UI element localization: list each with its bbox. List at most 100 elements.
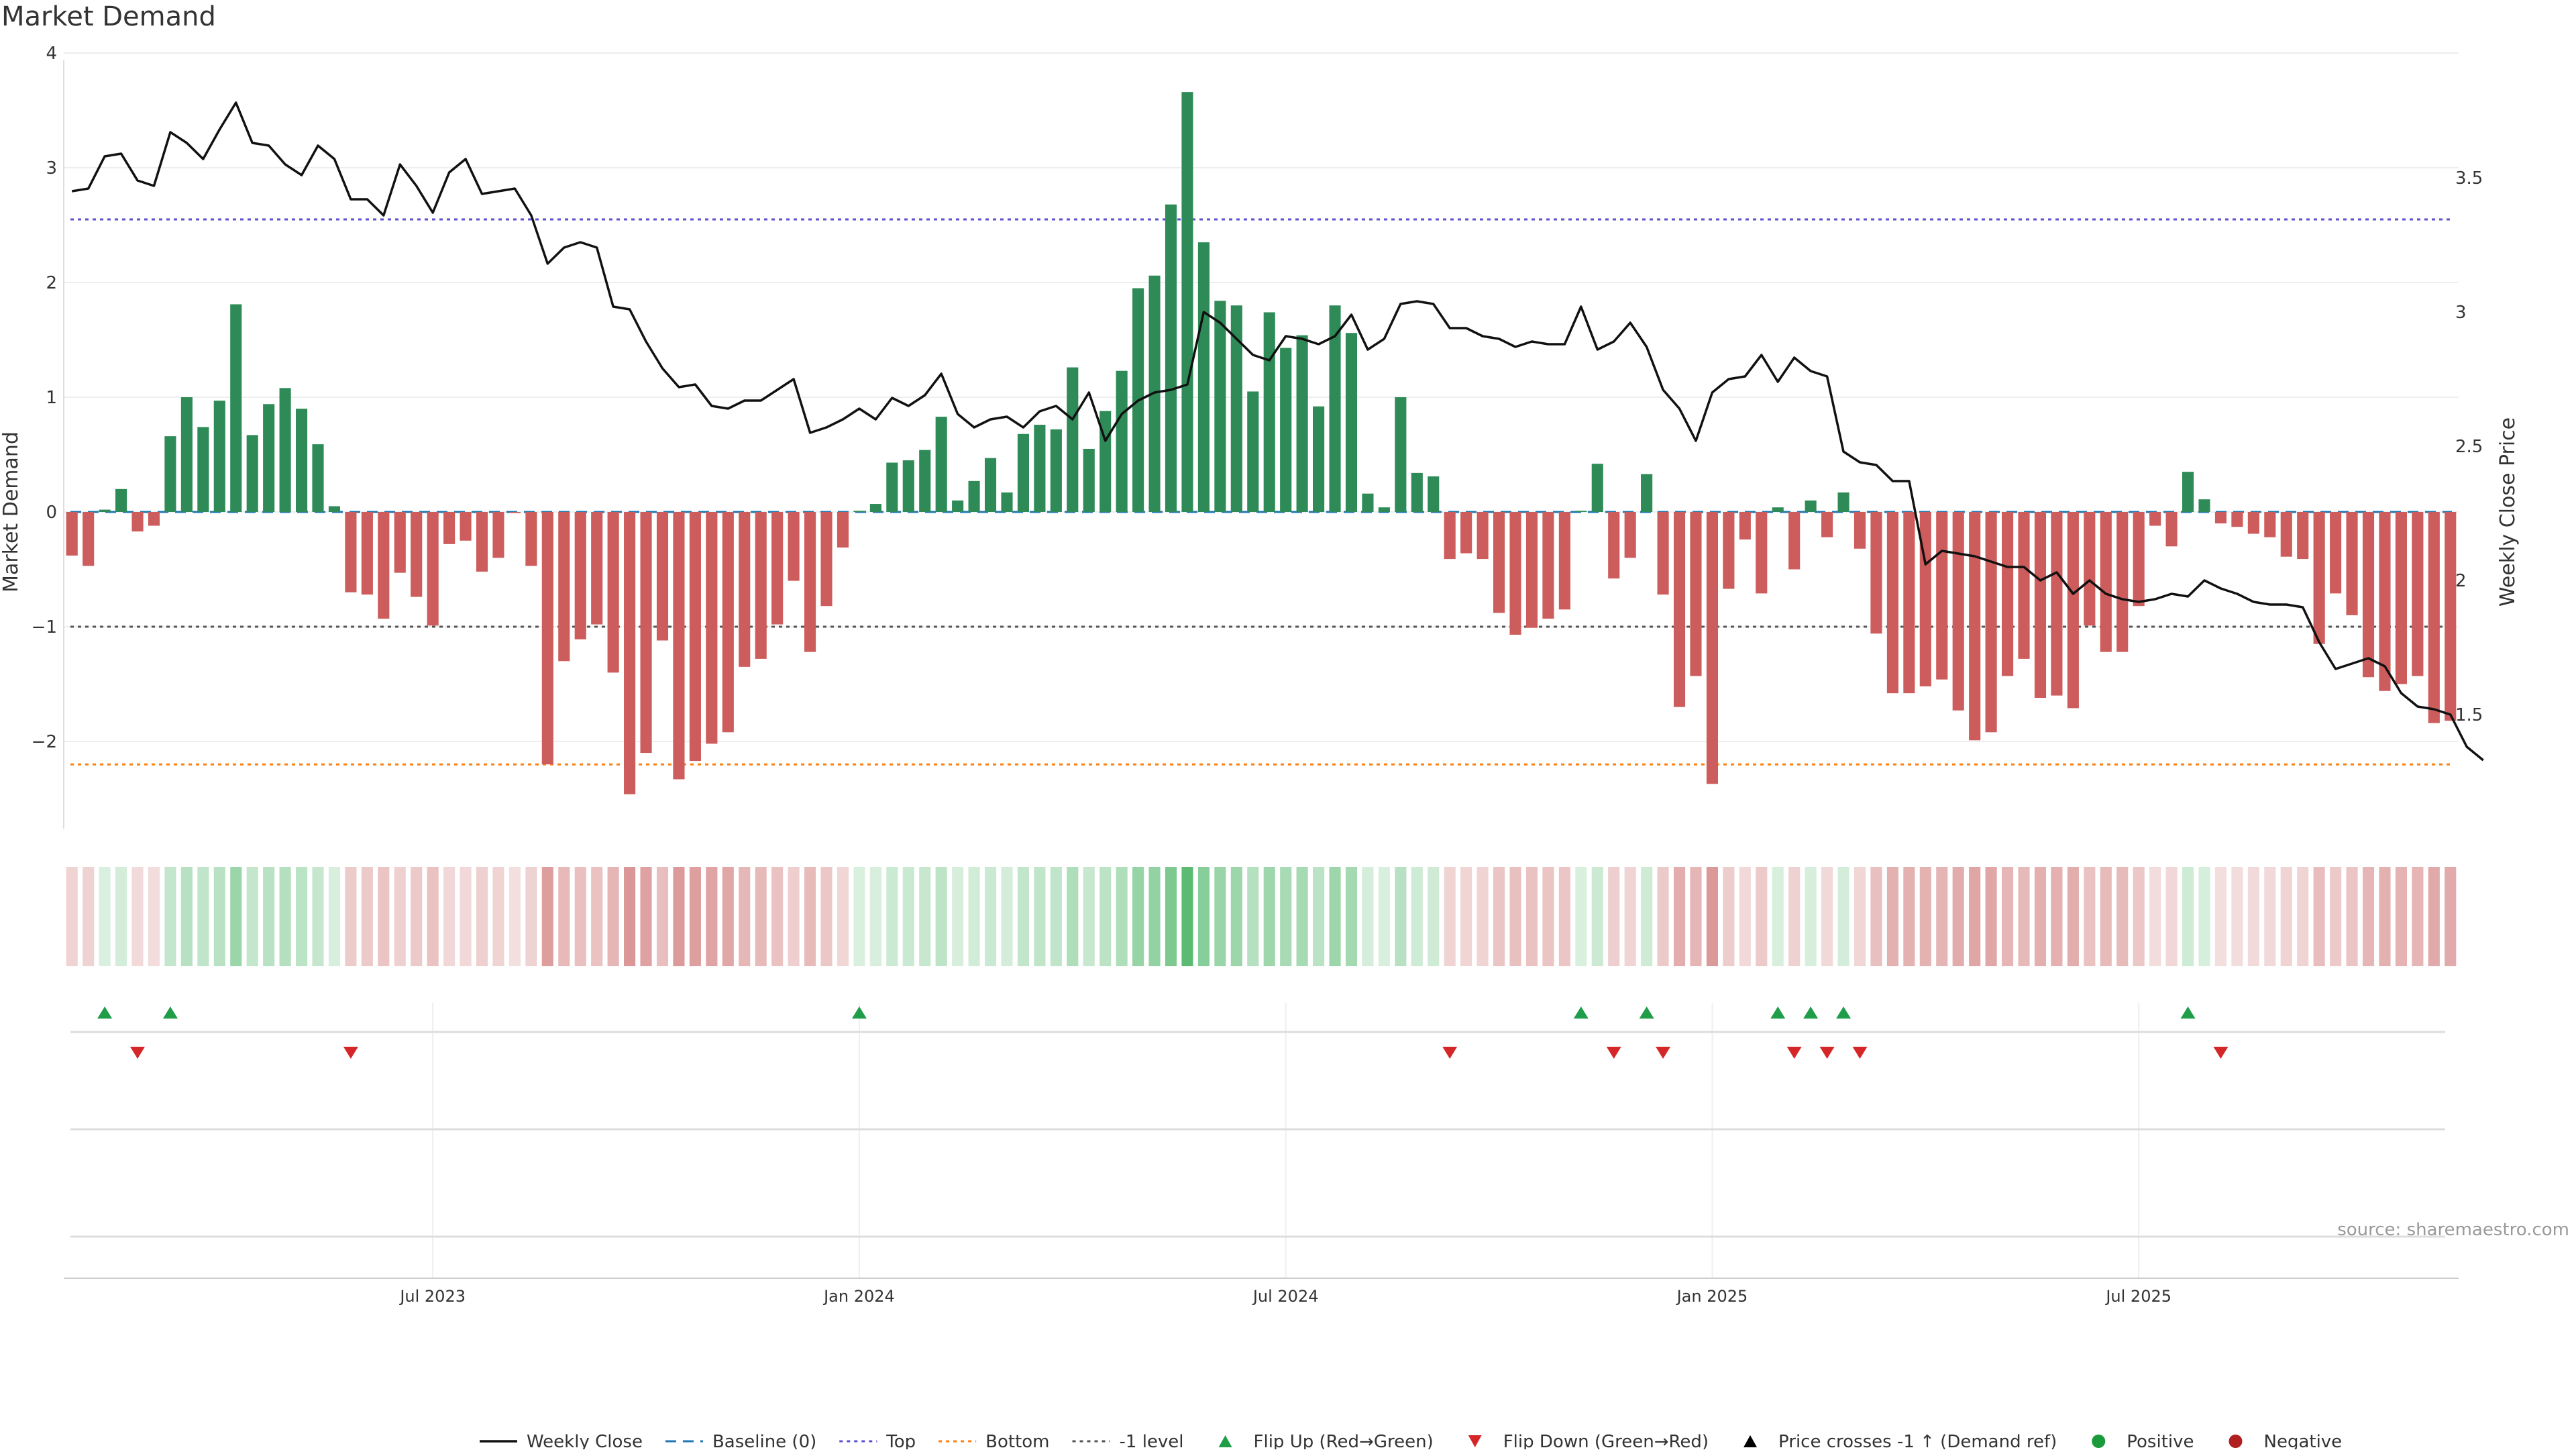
legend-triangle-up: [1743, 1435, 1758, 1447]
demand-bar: [837, 512, 849, 548]
demand-bar: [230, 304, 242, 512]
demand-bar: [525, 512, 537, 566]
demand-bar: [1952, 512, 1964, 711]
flip-down-marker: [1606, 1047, 1621, 1059]
y-tick-label: 0: [46, 503, 57, 523]
heat-cell: [476, 867, 488, 966]
heat-cell: [2395, 867, 2407, 966]
demand-bar: [706, 512, 718, 744]
demand-bar: [2297, 512, 2309, 560]
demand-bar: [1083, 448, 1095, 512]
heat-cell: [1952, 867, 1964, 966]
demand-bar: [1870, 512, 1882, 634]
demand-bar: [1772, 507, 1784, 512]
demand-bar: [1050, 429, 1062, 512]
heat-cell: [1525, 867, 1538, 966]
heat-cell: [1148, 867, 1161, 966]
demand-bar: [508, 512, 521, 513]
heat-cell: [2214, 867, 2227, 966]
y2-tick-label: 3: [2455, 303, 2467, 323]
flip-up-marker: [2180, 1006, 2196, 1019]
heat-cell: [361, 867, 373, 966]
demand-bar: [1509, 512, 1521, 635]
demand-bar: [1542, 512, 1554, 619]
demand-bar: [1034, 425, 1046, 512]
demand-bar: [935, 417, 947, 512]
demand-bar: [411, 512, 423, 597]
heat-cell: [574, 867, 586, 966]
legend-label: Positive: [2127, 1432, 2194, 1449]
legend-triangle-up: [1218, 1435, 1232, 1447]
heat-cell: [279, 867, 291, 966]
heat-cell: [853, 867, 865, 966]
demand-bar: [1345, 333, 1358, 512]
demand-bar: [213, 401, 225, 512]
heat-cell: [2346, 867, 2358, 966]
heat-cell: [378, 867, 390, 966]
heat-cell: [1706, 867, 1718, 966]
y-axis-label: Market Demand: [0, 431, 23, 592]
demand-bar: [984, 458, 997, 512]
heat-cell: [1985, 867, 1997, 966]
heat-cell: [804, 867, 816, 966]
flip-up-marker: [1639, 1006, 1654, 1019]
heat-cell: [591, 867, 603, 966]
flip-up-marker: [851, 1006, 867, 1019]
demand-bar: [460, 512, 472, 541]
heat-cell: [1411, 867, 1423, 966]
heat-cell: [1886, 867, 1898, 966]
heat-cell: [2116, 867, 2129, 966]
demand-bar: [1673, 512, 1686, 707]
heat-cell: [1837, 867, 1849, 966]
demand-bar: [739, 512, 751, 667]
heat-cell: [722, 867, 734, 966]
demand-bar: [607, 512, 619, 673]
heat-cell: [1280, 867, 1292, 966]
y2-tick-label: 3.5: [2455, 168, 2483, 189]
demand-bar: [1428, 476, 1440, 512]
flip-down-marker: [1852, 1047, 1868, 1059]
flip-up-marker: [1836, 1006, 1851, 1019]
heat-cell: [263, 867, 275, 966]
flip-up-marker: [1803, 1006, 1819, 1019]
heat-cell: [1805, 867, 1817, 966]
heat-cell: [1821, 867, 1833, 966]
chart-title: Market Demand: [1, 1, 216, 32]
heat-cell: [427, 867, 439, 966]
heat-cell: [984, 867, 997, 966]
heat-cell: [2100, 867, 2112, 966]
demand-bar: [689, 512, 701, 762]
demand-bar: [1706, 512, 1718, 784]
demand-bar: [1444, 512, 1456, 560]
demand-bar: [1017, 433, 1030, 512]
heat-cell: [2084, 867, 2096, 966]
demand-bar: [591, 512, 603, 625]
heat-cell: [2231, 867, 2243, 966]
demand-bar: [1837, 492, 1849, 512]
demand-bar: [673, 512, 685, 780]
heat-cell: [607, 867, 619, 966]
demand-bar: [2067, 512, 2079, 709]
heat-cell: [1723, 867, 1735, 966]
legend-label: Top: [885, 1432, 916, 1449]
legend: Weekly Close Baseline (0) Top Bottom -1 leve…: [480, 1432, 2342, 1452]
demand-bar: [2330, 512, 2342, 594]
flip-up-marker: [162, 1006, 178, 1019]
demand-bar: [820, 512, 833, 607]
demand-bar: [246, 435, 258, 512]
legend-label: Weekly Close: [527, 1432, 643, 1449]
legend-dot: [2092, 1435, 2106, 1448]
demand-bar: [1903, 512, 1915, 694]
demand-bar: [1460, 512, 1472, 554]
demand-bar: [755, 512, 767, 659]
heat-cell: [952, 867, 964, 966]
demand-bar: [771, 512, 784, 625]
heat-cell: [1542, 867, 1554, 966]
demand-bar: [263, 404, 275, 512]
demand-bar: [148, 512, 160, 526]
demand-bar: [115, 488, 127, 512]
demand-bar: [640, 512, 652, 754]
heat-cell: [246, 867, 258, 966]
heat-cell: [1460, 867, 1472, 966]
